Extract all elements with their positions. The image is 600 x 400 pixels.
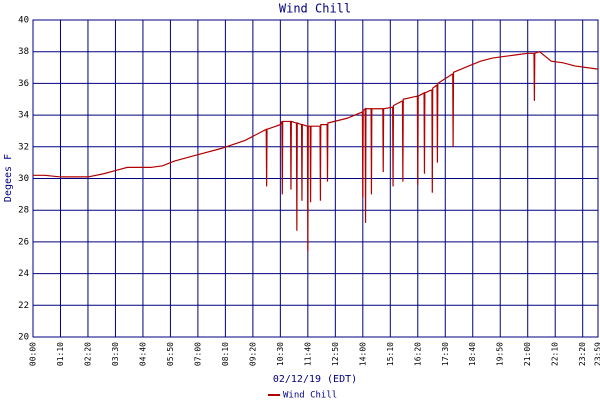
x-tick-label: 23:59 — [594, 342, 600, 366]
legend-label: Wind Chill — [283, 391, 337, 400]
x-tick-label: 16:20 — [413, 342, 422, 366]
x-tick-label: 11:40 — [303, 342, 312, 366]
x-tick-label: 21:00 — [523, 342, 532, 366]
x-tick-label: 03:30 — [111, 342, 120, 366]
chart-title: Wind Chill — [279, 2, 351, 16]
y-tick-label: 28 — [18, 206, 29, 216]
y-tick-label: 40 — [18, 16, 29, 26]
x-tick-label: 12:50 — [331, 342, 340, 366]
y-tick-label: 34 — [18, 111, 29, 121]
y-tick-label: 32 — [18, 142, 29, 152]
x-tick-label: 05:50 — [166, 342, 175, 366]
y-tick-label: 38 — [18, 47, 29, 57]
x-tick-label: 01:10 — [56, 342, 65, 366]
y-tick-label: 26 — [18, 237, 29, 247]
x-tick-label: 19:50 — [496, 342, 505, 366]
x-tick-label: 23:20 — [578, 342, 587, 366]
y-tick-label: 24 — [18, 269, 29, 279]
x-tick-label: 04:40 — [138, 342, 147, 366]
x-tick-label: 08:10 — [221, 342, 230, 366]
x-tick-label: 17:30 — [441, 342, 450, 366]
x-tick-label: 07:00 — [193, 342, 202, 366]
x-tick-label: 14:00 — [358, 342, 367, 366]
x-tick-label: 09:20 — [248, 342, 257, 366]
y-tick-label: 22 — [18, 301, 29, 311]
x-tick-label: 02:20 — [83, 342, 92, 366]
x-tick-label: 00:00 — [29, 342, 38, 366]
plot-frame — [32, 19, 599, 338]
x-tick-label: 10:30 — [276, 342, 285, 366]
data-line — [33, 51, 599, 252]
y-tick-label: 20 — [18, 333, 29, 343]
x-tick-label: 15:10 — [386, 342, 395, 366]
x-axis-label: 02/12/19 (EDT) — [273, 374, 357, 385]
x-tick-label: 18:40 — [468, 342, 477, 366]
y-axis-label: Degees F — [3, 154, 14, 202]
y-tick-label: 30 — [18, 174, 29, 184]
x-tick-label: 22:10 — [551, 342, 560, 366]
y-tick-label: 36 — [18, 79, 29, 89]
